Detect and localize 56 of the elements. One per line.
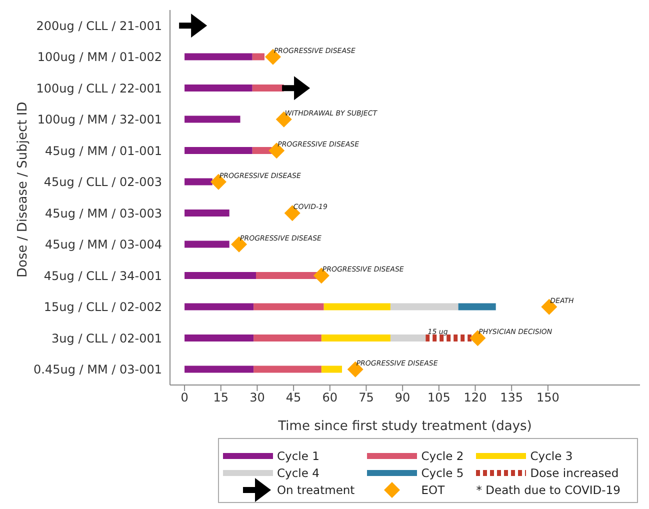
legend-label: EOT: [421, 482, 445, 496]
y-tick-label: 45ug / CLL / 02-003: [44, 175, 162, 190]
x-tick-label: 150: [536, 390, 560, 405]
x-tick-label: 75: [358, 390, 374, 405]
bar: [252, 147, 272, 154]
legend-label: Cycle 1: [277, 448, 320, 462]
y-tick-label: 200ug / CLL / 21-001: [36, 18, 162, 33]
legend-label: Cycle 2: [421, 448, 464, 462]
bar: [184, 178, 212, 186]
bar: [184, 147, 252, 154]
bar: [254, 303, 324, 310]
y-tick-label: 45ug / MM / 01-001: [44, 144, 162, 158]
x-tick-label: 15: [213, 390, 229, 405]
y-tick-label: 45ug / CLL / 34-001: [44, 268, 162, 283]
y-axis-title: Dose / Disease / Subject ID: [16, 102, 31, 278]
bar: [321, 334, 390, 342]
bar: [390, 303, 458, 310]
y-tick-label: 45ug / MM / 03-004: [44, 238, 162, 252]
legend-label: On treatment: [277, 482, 355, 496]
bar: [184, 210, 230, 216]
x-tick-label: 60: [322, 390, 338, 405]
x-axis-title: Time since first study treatment (days): [277, 419, 532, 434]
y-tick-label: 100ug / CLL / 22-001: [36, 81, 162, 96]
bar: [458, 303, 496, 310]
bar: [184, 334, 254, 342]
x-tick-label: 105: [427, 390, 450, 405]
bar: [184, 272, 256, 279]
bar: [252, 53, 264, 60]
bar: [184, 84, 252, 92]
legend-label: Cycle 3: [530, 448, 573, 462]
bar: [390, 334, 426, 342]
y-tick-label: 45ug / MM / 03-003: [44, 206, 162, 220]
y-tick-label: 3ug / CLL / 02-001: [52, 331, 162, 346]
y-tick-label: 100ug / MM / 01-002: [37, 50, 162, 64]
bar: [184, 303, 254, 310]
bar: [184, 240, 230, 248]
bar: [184, 366, 254, 373]
x-tick-label: 0: [180, 390, 188, 405]
y-tick-label: 0.45ug / MM / 03-001: [34, 362, 162, 377]
bar: [254, 334, 322, 342]
legend-label: Cycle 5: [421, 466, 464, 480]
bar: [184, 53, 252, 60]
x-tick-label: 135: [500, 390, 524, 405]
x-tick-label: 30: [250, 390, 265, 405]
bar: [324, 303, 390, 310]
legend-label: Dose increased: [530, 466, 619, 480]
x-tick-label: 45: [286, 390, 302, 405]
text: * Death due to COVID-19: [476, 482, 620, 496]
bar: [321, 366, 342, 373]
x-tick-label: 90: [394, 390, 410, 405]
x-tick-label: 120: [464, 390, 487, 405]
legend-label: Cycle 4: [277, 466, 320, 480]
y-tick-label: 100ug / MM / 32-001: [37, 112, 162, 127]
y-tick-label: 15ug / CLL / 02-002: [44, 300, 162, 314]
bar: [254, 366, 322, 373]
bar: [184, 116, 240, 123]
